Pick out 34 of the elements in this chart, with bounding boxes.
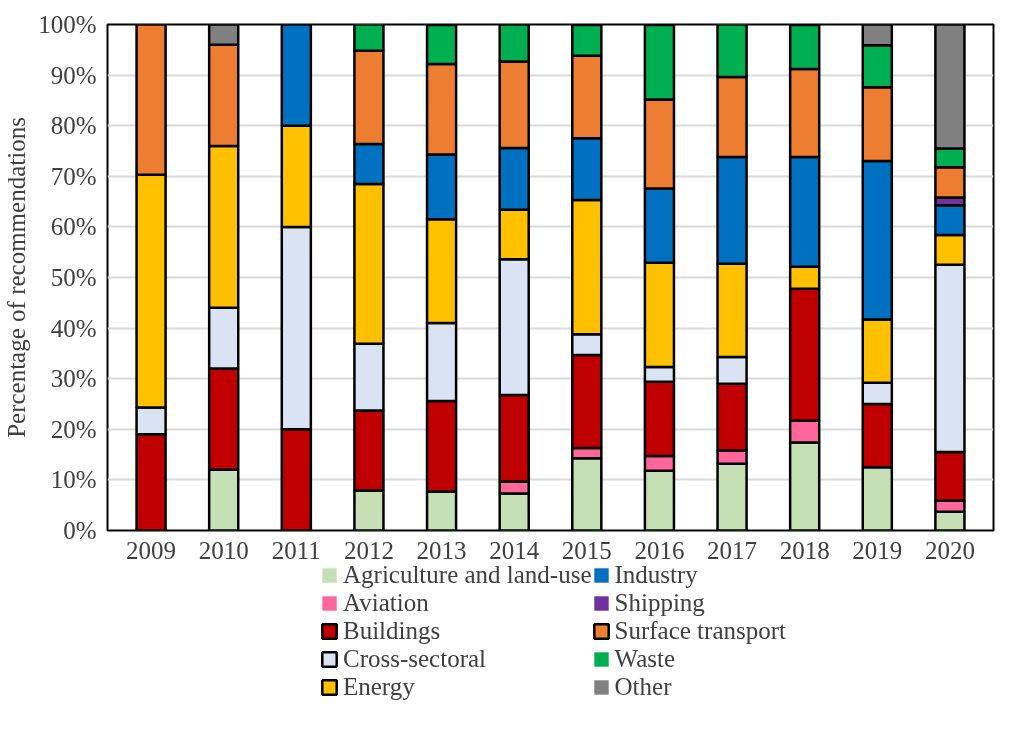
y-tick-label: 50% [50, 264, 97, 291]
x-tick-label: 2009 [126, 536, 177, 564]
x-tick-label: 2020 [924, 536, 975, 564]
x-tick-label: 2010 [198, 536, 249, 564]
x-tick-label: 2012 [343, 536, 394, 564]
x-tick-label: 2014 [489, 536, 540, 564]
legend-label: Shipping [614, 589, 705, 617]
legend-label: Other [614, 673, 672, 701]
legend-label: Waste [614, 645, 675, 673]
y-tick-label: 40% [50, 314, 97, 342]
legend-label: Agriculture and land-use [343, 561, 592, 589]
y-axis-title: Percentage of recommendations [3, 117, 31, 438]
y-tick-label: 20% [50, 415, 97, 443]
legend-label: Aviation [343, 589, 429, 617]
legend-label: Surface transport [614, 617, 786, 645]
x-tick-label: 2016 [634, 536, 685, 564]
legend-label: Buildings [343, 617, 441, 645]
y-tick-label: 10% [50, 466, 97, 494]
x-tick-label: 2018 [779, 536, 830, 564]
y-tick-label: 60% [50, 213, 97, 241]
legend-label: Industry [614, 561, 698, 589]
y-tick-label: 90% [50, 61, 97, 89]
legend-label: Cross-sectoral [343, 645, 487, 673]
x-tick-label: 2013 [416, 536, 467, 564]
y-tick-label: 100% [38, 11, 97, 38]
legend-label: Energy [343, 673, 415, 701]
x-tick-label: 2011 [271, 536, 321, 564]
x-tick-label: 2019 [852, 536, 903, 564]
y-tick-label: 30% [50, 365, 97, 393]
y-tick-label: 0% [63, 517, 97, 544]
y-tick-label: 80% [50, 112, 97, 140]
y-tick-label: 70% [50, 162, 97, 190]
x-tick-label: 2015 [561, 536, 612, 564]
x-tick-label: 2017 [707, 536, 758, 564]
